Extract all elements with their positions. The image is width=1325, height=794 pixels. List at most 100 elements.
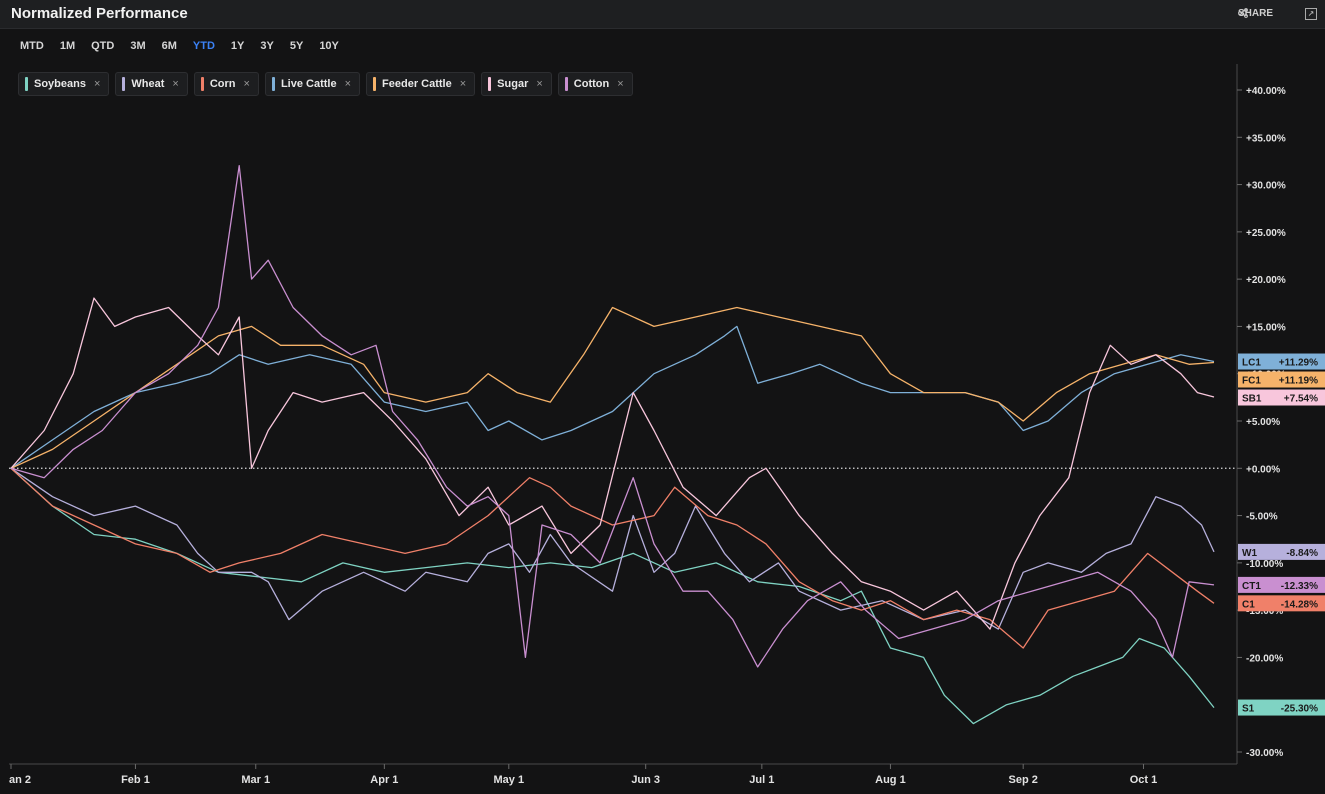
legend-label: Live Cattle [280,78,337,90]
range-ytd[interactable]: YTD [192,40,215,52]
range-5y[interactable]: 5Y [289,40,304,52]
legend-chip-soybeans[interactable]: Soybeans × [18,72,110,96]
page-title: Normalized Performance [11,5,188,22]
y-tick-label: +5.00% [1246,417,1280,428]
legend-label: Cotton [573,78,610,90]
legend-swatch [25,77,28,91]
series-line-cotton [10,165,1215,668]
x-tick-label: Jul 1 [749,774,774,786]
range-qtd[interactable]: QTD [91,40,115,52]
plot-background [9,64,1237,764]
value-tag-bg [1238,595,1325,612]
value-tag-ticker: SB1 [1242,394,1262,405]
range-10y[interactable]: 10Y [319,40,339,52]
value-tag-bg [1238,371,1325,388]
series-line-wheat [10,467,1215,630]
x-tick-label: Apr 1 [370,774,398,786]
value-tag-ticker: C1 [1242,599,1255,610]
value-tag-value: +7.54% [1284,394,1318,405]
legend-label: Soybeans [34,78,86,90]
close-icon[interactable]: × [172,78,179,90]
performance-chart: +40.00% +35.00% +30.00% +25.00% +20.00% +15.0… [9,64,1325,786]
legend-chip-sugar[interactable]: Sugar × [481,72,552,96]
y-tick-label: +40.00% [1246,86,1286,97]
value-tag-value: +11.19% [1279,376,1318,387]
range-1y[interactable]: 1Y [230,40,245,52]
value-tag-ticker: LC1 [1242,358,1261,369]
x-tick-label: Mar 1 [241,774,270,786]
x-tick-label: Aug 1 [875,774,906,786]
share-label: SHARE [1237,8,1273,19]
legend-label: Corn [209,78,236,90]
value-tag-sb1: SB1 +7.54% [1238,389,1325,406]
close-icon[interactable]: × [536,78,543,90]
close-icon[interactable]: × [344,78,352,90]
legend-label: Sugar [497,78,529,90]
value-tag-lc1: LC1 +11.29% [1238,353,1325,370]
header-bar: Normalized Performance SHARE ↗ [0,0,1325,29]
y-tick-label: +35.00% [1246,133,1286,144]
series-line-live-cattle [10,325,1215,469]
range-3m[interactable]: 3M [130,40,146,52]
share-button[interactable]: SHARE [1238,8,1273,19]
close-icon[interactable]: × [243,78,250,90]
close-icon[interactable]: × [459,78,467,90]
legend-swatch [564,77,568,91]
y-tick-label: +20.00% [1246,275,1286,286]
value-tag-bg [1238,543,1325,560]
share-icon [1238,8,1248,18]
value-tag-fc1: FC1 +11.19% [1238,371,1325,388]
range-3y[interactable]: 3Y [260,40,274,52]
value-tag-value: -25.30% [1281,704,1318,715]
y-tick-label: +30.00% [1246,181,1286,192]
x-tick-label: Sep 2 [1008,774,1037,786]
value-tag-bg [1238,353,1325,370]
y-tick-label: +25.00% [1246,228,1286,239]
close-icon[interactable]: × [93,78,101,90]
value-tag-value: -12.33% [1281,581,1318,592]
legend-swatch [488,77,492,91]
legend-swatch [373,77,377,91]
value-tag-ticker: CT1 [1242,581,1261,592]
y-tick-label: +15.00% [1246,322,1286,333]
value-tag-ticker: FC1 [1242,376,1261,387]
value-tag-s1: S1 -25.30% [1238,699,1325,716]
legend-label: Feeder Cattle [382,78,452,90]
legend-swatch [200,77,204,91]
value-tag-ct1: CT1 -12.33% [1238,576,1325,593]
close-icon[interactable]: × [617,78,624,90]
value-tag-ticker: S1 [1242,704,1255,715]
series-line-soybeans [10,467,1215,725]
legend-chip-cotton[interactable]: Cotton × [557,72,633,96]
popout-icon[interactable]: ↗ [1305,8,1317,20]
y-tick-label: -30.00% [1246,748,1283,759]
series-line-corn [10,467,1215,649]
legend-chip-feeder-cattle[interactable]: Feeder Cattle × [366,72,476,96]
value-tag-value: -8.84% [1286,548,1318,559]
range-selector: MTD 1M QTD 3M 6M YTD 1Y 3Y 5Y 10Y [12,33,347,59]
legend-chip-live-cattle[interactable]: Live Cattle × [264,72,361,96]
series-line-sugar [10,297,1215,630]
chart-area: +40.00% +35.00% +30.00% +25.00% +20.00% +15.0… [9,64,1325,794]
x-tick-label: Feb 1 [121,774,150,786]
value-tag-c1: C1 -14.28% [1238,595,1325,612]
value-tag-bg [1238,576,1325,593]
y-tick-label: -5.00% [1246,512,1278,523]
legend-swatch [271,77,275,91]
value-tag-ticker: W1 [1242,548,1257,559]
value-tag-bg [1238,389,1325,406]
y-tick-label: -10.00% [1246,559,1283,570]
legend-chip-wheat[interactable]: Wheat × [115,72,188,96]
x-tick-label: an 2 [9,774,31,786]
y-tick-label: +0.00% [1246,464,1280,475]
value-tag-bg [1238,699,1325,716]
series-legend: Soybeans × Wheat × Corn × Live Cattle × Feeder C… [18,72,633,96]
legend-swatch [122,77,126,91]
range-mtd[interactable]: MTD [20,40,44,52]
y-tick-label: -20.00% [1246,653,1283,664]
range-6m[interactable]: 6M [161,40,177,52]
range-1m[interactable]: 1M [59,40,76,52]
value-tag-value: +11.29% [1279,358,1318,369]
legend-chip-corn[interactable]: Corn × [193,72,259,96]
value-tag-w1: W1 -8.84% [1238,543,1325,560]
